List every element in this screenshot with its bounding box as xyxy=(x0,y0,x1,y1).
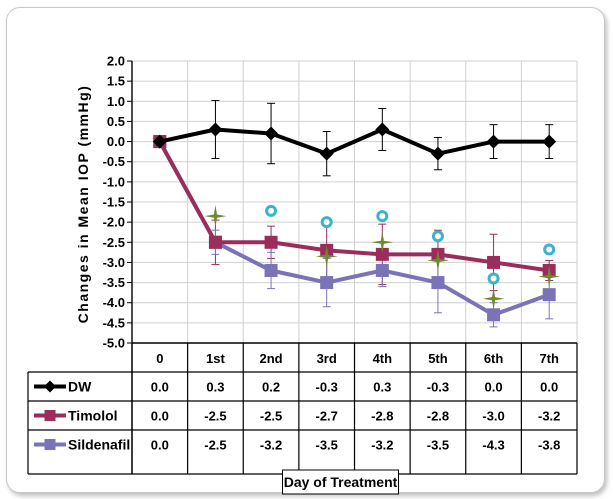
star-marker xyxy=(371,231,394,254)
legend-marker xyxy=(44,410,56,421)
data-point xyxy=(375,263,389,277)
y-tick-label: -2.5 xyxy=(103,235,125,250)
data-point xyxy=(375,122,390,137)
chart-frame xyxy=(6,7,605,493)
data-label: -2.5 xyxy=(260,409,282,424)
data-point xyxy=(264,126,279,141)
y-tick-label: -3.0 xyxy=(103,255,125,270)
data-label: -4.3 xyxy=(482,438,504,453)
data-label: 0.3 xyxy=(206,380,224,395)
star-marker xyxy=(426,249,449,272)
series-dw xyxy=(152,122,557,161)
y-tick-label: 0.0 xyxy=(107,134,125,149)
y-tick-label: -5.0 xyxy=(103,336,125,351)
data-label: -3.2 xyxy=(538,409,560,424)
x-tick-label: 0 xyxy=(156,351,163,366)
data-label: 0.3 xyxy=(373,380,391,395)
series-timolol xyxy=(153,135,556,277)
data-point xyxy=(264,235,278,249)
data-label: -0.3 xyxy=(427,380,449,395)
data-table: 0 1st 2nd 3rd 4th 5th 6th 7th DW 0.0 0.3 0.2 -0.3 0.3… xyxy=(27,343,578,475)
x-axis-title: Day of Treatment xyxy=(284,474,398,490)
data-label: -2.8 xyxy=(371,409,393,424)
data-point xyxy=(208,122,223,137)
data-label: -3.2 xyxy=(371,438,393,453)
circle-marker xyxy=(376,210,389,223)
star-marker xyxy=(482,287,505,310)
data-label: 0.0 xyxy=(485,380,503,395)
data-label: 0.0 xyxy=(540,380,558,395)
y-axis-label: Changes in Mean IOP (mmHg) xyxy=(75,85,91,324)
data-label: -0.3 xyxy=(315,380,337,395)
x-tick-label: 3rd xyxy=(317,351,337,366)
data-point xyxy=(431,276,445,290)
series-line xyxy=(159,127,550,156)
data-point xyxy=(152,134,167,149)
y-tick-label: -4.5 xyxy=(103,315,125,330)
star-marker xyxy=(538,265,561,288)
data-label: -2.5 xyxy=(204,438,226,453)
legend-marker xyxy=(44,380,56,393)
legend-entry: DW xyxy=(68,379,92,395)
star-marker xyxy=(315,245,338,268)
y-tick-label: -4.0 xyxy=(103,295,125,310)
x-tick-label: 6th xyxy=(484,351,504,366)
y-tick-label: 1.5 xyxy=(107,74,125,89)
star-markers xyxy=(204,205,561,310)
series-line xyxy=(158,140,550,273)
data-label: 0.0 xyxy=(151,438,169,453)
y-tick-label: -2.0 xyxy=(103,215,125,230)
data-label: -3.8 xyxy=(538,438,560,453)
legend-entry: Sildenafil xyxy=(68,437,130,453)
circle-markers xyxy=(265,204,556,285)
x-tick-label: 2nd xyxy=(260,351,283,366)
data-label: -2.7 xyxy=(315,409,337,424)
star-marker xyxy=(204,205,227,228)
data-label: -3.0 xyxy=(482,409,504,424)
circle-marker xyxy=(265,204,278,217)
data-point xyxy=(542,134,557,149)
data-label: -3.5 xyxy=(427,438,449,453)
data-label: 0.0 xyxy=(151,409,169,424)
gridlines xyxy=(131,60,578,344)
data-point xyxy=(375,247,389,261)
data-point xyxy=(319,146,334,161)
data-label: -2.5 xyxy=(204,409,226,424)
series-line xyxy=(158,140,550,317)
y-tick-label: -1.5 xyxy=(103,195,125,210)
data-point xyxy=(320,276,334,290)
x-tick-label: 4th xyxy=(373,351,393,366)
y-tick-label: -1.0 xyxy=(103,174,125,189)
data-label: -3.5 xyxy=(315,438,337,453)
x-tick-label: 1st xyxy=(206,351,225,366)
circle-marker xyxy=(320,216,333,229)
x-tick-label: 5th xyxy=(428,351,448,366)
y-tick-label: 2.0 xyxy=(107,54,125,69)
y-tick-label: -3.5 xyxy=(103,275,125,290)
x-tick-label: 7th xyxy=(539,351,559,366)
circle-marker xyxy=(487,272,500,285)
x-axis-title-box xyxy=(282,469,399,495)
data-point xyxy=(264,263,278,277)
data-point xyxy=(487,308,501,322)
data-point xyxy=(430,146,445,161)
data-label: -2.8 xyxy=(427,409,449,424)
data-point xyxy=(542,288,556,302)
circle-marker xyxy=(543,243,556,256)
y-tick-labels: 2.0 1.5 1.0 0.5 0.0 -0.5 -1.0 -1.5 -2.0 -2.5 -3.0 -… xyxy=(103,54,132,351)
legend-entry: Timolol xyxy=(68,408,118,424)
y-tick-label: -0.5 xyxy=(103,154,125,169)
data-label: 0.0 xyxy=(151,380,169,395)
data-point xyxy=(487,255,501,269)
circle-marker xyxy=(431,230,444,243)
legend-marker xyxy=(44,439,56,450)
data-point xyxy=(486,134,501,149)
y-tick-label: 0.5 xyxy=(107,114,125,129)
data-point xyxy=(208,235,222,249)
data-label: 0.2 xyxy=(262,380,280,395)
data-label: -3.2 xyxy=(260,438,282,453)
y-tick-label: 1.0 xyxy=(107,94,125,109)
